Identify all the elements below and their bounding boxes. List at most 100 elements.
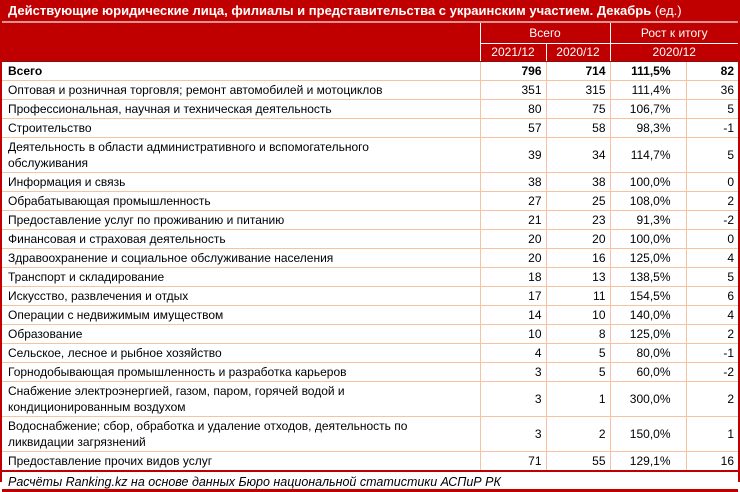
value-2020-12: 58 <box>545 117 610 137</box>
row-label: Здравоохранение и социальное обслуживани… <box>2 247 480 267</box>
value-2020-12: 11 <box>545 285 610 305</box>
row-label: Оптовая и розничная торговля; ремонт авт… <box>2 79 480 99</box>
col-group-total: Всего <box>479 23 610 44</box>
growth-percent: 129,1% <box>609 450 686 470</box>
growth-percent: 300,0% <box>609 380 686 416</box>
row-label: Образование <box>2 323 480 343</box>
value-2020-12: 13 <box>545 266 610 286</box>
row-label: Сельское, лесное и рыбное хозяйство <box>2 342 480 362</box>
diff-value: 16 <box>685 450 738 470</box>
row-label: Предоставление прочих видов услуг <box>2 450 480 470</box>
value-2021-12: 351 <box>479 79 546 99</box>
value-2021-12: 21 <box>479 209 546 229</box>
growth-percent: 125,0% <box>609 323 686 343</box>
growth-percent: 114,7% <box>609 136 686 172</box>
header-group-row: Всего Рост к итогу <box>2 23 738 44</box>
value-2020-12: 5 <box>545 361 610 381</box>
value-2021-12: 80 <box>479 98 546 118</box>
growth-percent: 125,0% <box>609 247 686 267</box>
value-2021-12: 3 <box>479 415 546 451</box>
value-2020-12: 38 <box>545 171 610 191</box>
diff-value: -2 <box>685 209 738 229</box>
title-unit: (ед.) <box>654 3 682 18</box>
value-2021-12: 3 <box>479 361 546 381</box>
value-2020-12: 16 <box>545 247 610 267</box>
value-2021-12: 18 <box>479 266 546 286</box>
growth-percent: 138,5% <box>609 266 686 286</box>
table-row: Сельское, лесное и рыбное хозяйство 4 5 … <box>2 342 738 362</box>
value-2021-12: 27 <box>479 190 546 210</box>
growth-percent: 100,0% <box>609 171 686 191</box>
value-2020-12: 10 <box>545 304 610 324</box>
row-label: Профессиональная, научная и техническая … <box>2 98 480 118</box>
row-label: Предоставление услуг по проживанию и пит… <box>2 209 480 229</box>
value-2021-12: 14 <box>479 304 546 324</box>
diff-value: 1 <box>685 415 738 451</box>
row-label: Строительство <box>2 117 480 137</box>
growth-percent: 106,7% <box>609 98 686 118</box>
row-label: Деятельность в области административного… <box>2 136 480 172</box>
value-2021-12: 20 <box>479 247 546 267</box>
table-row: Предоставление прочих видов услуг 71 55 … <box>2 450 738 470</box>
table-row: Водоснабжение; сбор, обработка и удалени… <box>2 415 738 451</box>
value-2020-12: 75 <box>545 98 610 118</box>
row-label: Информация и связь <box>2 171 480 191</box>
table-row: Строительство 57 58 98,3% -1 <box>2 117 738 137</box>
value-2020-12: 20 <box>545 228 610 248</box>
diff-value: 5 <box>685 136 738 172</box>
growth-percent: 140,0% <box>609 304 686 324</box>
value-2021-12: 71 <box>479 450 546 470</box>
footer-note: Расчёты Ranking.kz на основе данных Бюро… <box>2 469 738 492</box>
value-2021-12: 796 <box>479 60 546 80</box>
diff-value: 2 <box>685 323 738 343</box>
value-2021-12: 38 <box>479 171 546 191</box>
growth-percent: 91,3% <box>609 209 686 229</box>
value-2021-12: 3 <box>479 380 546 416</box>
row-label: Всего <box>2 60 480 80</box>
table-row: Операции с недвижимым имуществом 14 10 1… <box>2 304 738 324</box>
diff-value: 0 <box>685 171 738 191</box>
diff-value: -2 <box>685 361 738 381</box>
value-2021-12: 4 <box>479 342 546 362</box>
table-row: Образование 10 8 125,0% 2 <box>2 323 738 343</box>
value-2020-12: 2 <box>545 415 610 451</box>
table-body: Всего 796 714 111,5% 82 Оптовая и рознич… <box>2 60 738 470</box>
table-row: Здравоохранение и социальное обслуживани… <box>2 247 738 267</box>
diff-value: 4 <box>685 304 738 324</box>
subcol-growth-2020-12: 2020/12 <box>609 43 738 62</box>
table-row: Информация и связь 38 38 100,0% 0 <box>2 171 738 191</box>
table-row: Искусство, развлечения и отдых 17 11 154… <box>2 285 738 305</box>
value-2020-12: 8 <box>545 323 610 343</box>
subcol-2020-12: 2020/12 <box>545 43 610 62</box>
growth-percent: 60,0% <box>609 361 686 381</box>
row-label: Снабжение электроэнергией, газом, паром,… <box>2 380 480 416</box>
row-label: Искусство, развлечения и отдых <box>2 285 480 305</box>
value-2021-12: 57 <box>479 117 546 137</box>
value-2021-12: 17 <box>479 285 546 305</box>
growth-percent: 108,0% <box>609 190 686 210</box>
growth-percent: 150,0% <box>609 415 686 451</box>
table-row: Деятельность в области административного… <box>2 136 738 172</box>
diff-value: -1 <box>685 342 738 362</box>
page-title: Действующие юридические лица, филиалы и … <box>8 3 652 18</box>
value-2020-12: 23 <box>545 209 610 229</box>
row-label: Горнодобывающая промышленность и разрабо… <box>2 361 480 381</box>
subcol-2021-12: 2021/12 <box>479 43 546 62</box>
diff-value: -1 <box>685 117 738 137</box>
row-label: Операции с недвижимым имуществом <box>2 304 480 324</box>
table-row-total: Всего 796 714 111,5% 82 <box>2 60 738 80</box>
table-row: Финансовая и страховая деятельность 20 2… <box>2 228 738 248</box>
diff-value: 4 <box>685 247 738 267</box>
row-label: Водоснабжение; сбор, обработка и удалени… <box>2 415 480 451</box>
value-2020-12: 55 <box>545 450 610 470</box>
value-2021-12: 39 <box>479 136 546 172</box>
col-group-growth: Рост к итогу <box>609 23 738 44</box>
row-label: Финансовая и страховая деятельность <box>2 228 480 248</box>
diff-value: 0 <box>685 228 738 248</box>
table-row: Оптовая и розничная торговля; ремонт авт… <box>2 79 738 99</box>
title-separator <box>2 21 738 23</box>
growth-percent: 111,4% <box>609 79 686 99</box>
growth-percent: 80,0% <box>609 342 686 362</box>
diff-value: 82 <box>685 60 738 80</box>
